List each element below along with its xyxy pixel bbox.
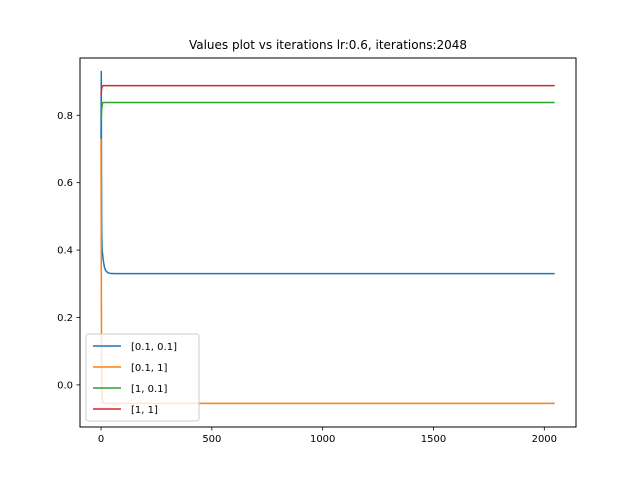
y-tick-label-0: 0.0 — [57, 380, 73, 391]
x-axis: 0 500 1000 1500 2000 — [98, 427, 557, 445]
chart-title: Values plot vs iterations lr:0.6, iterat… — [189, 38, 467, 52]
x-tick-label-3: 1500 — [421, 434, 446, 445]
legend-label-1: [0.1, 1] — [131, 363, 168, 374]
x-tick-label-2: 1000 — [310, 434, 335, 445]
legend-label-0: [0.1, 0.1] — [131, 342, 177, 353]
x-tick-label-1: 500 — [202, 434, 221, 445]
series-line-2 — [100, 101, 555, 120]
legend-label-3: [1, 1] — [131, 405, 158, 416]
y-tick-label-1: 0.2 — [57, 313, 73, 324]
x-tick-label-0: 0 — [98, 434, 104, 445]
y-tick-label-2: 0.4 — [57, 246, 73, 257]
y-tick-label-4: 0.8 — [57, 111, 73, 122]
y-tick-label-3: 0.6 — [57, 178, 73, 189]
legend: [0.1, 0.1] [0.1, 1] [1, 0.1] [1, 1] — [85, 333, 200, 422]
series-line-3 — [100, 84, 555, 96]
x-tick-label-4: 2000 — [532, 434, 557, 445]
y-axis: 0.0 0.2 0.4 0.6 0.8 — [57, 111, 80, 391]
legend-box — [85, 333, 200, 422]
legend-label-2: [1, 0.1] — [131, 384, 168, 395]
axes-frame — [79, 57, 577, 428]
